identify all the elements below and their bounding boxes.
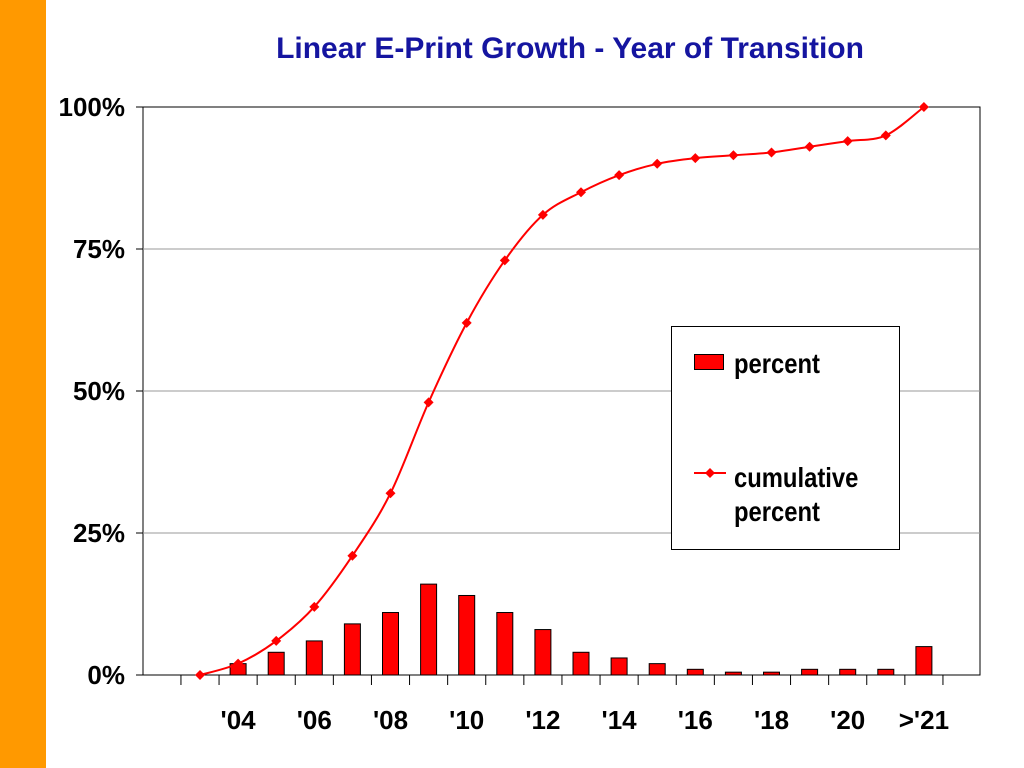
bar-percent [420,583,438,676]
y-tick-label: 75% [73,234,125,264]
point-cumulative-percent [576,187,586,198]
x-tick-label: '08 [373,705,408,735]
x-tick-label: '06 [297,705,332,735]
point-cumulative-percent [233,658,244,669]
legend-item-percent: percent [694,347,835,381]
bar-percent [305,640,323,676]
bar-percent [801,668,819,676]
legend-label-percent: percent [734,348,820,379]
point-cumulative-percent [537,209,548,220]
point-cumulative-percent [423,397,434,408]
bar-percent [686,668,704,676]
bar-percent [267,651,285,676]
point-cumulative-percent [499,255,510,266]
bar-percent [572,651,590,676]
point-cumulative-percent [271,635,282,646]
point-cumulative-percent [614,170,625,181]
point-cumulative-percent [652,158,663,169]
y-tick-label: 50% [73,376,125,406]
x-tick-label: '12 [525,705,560,735]
y-tick-label: 0% [87,660,125,690]
legend-item-cumulative: cumulative percent [694,461,904,529]
point-cumulative-percent [842,136,853,147]
bar-percent [648,663,666,676]
bar-percent [458,594,476,676]
point-cumulative-percent [461,317,472,328]
point-cumulative-percent [766,147,777,158]
y-tick-label: 100% [59,92,126,122]
line-cumulative-percent [199,106,925,676]
chart-legend: percent cumulative percent [671,326,900,550]
point-cumulative-percent [309,601,320,612]
y-tick-label: 25% [73,518,125,548]
point-cumulative-percent [690,153,701,164]
x-tick-label: '04 [221,705,257,735]
bar-percent [343,623,361,676]
bar-percent [915,646,933,676]
bar-percent [877,668,895,676]
orange-side-bar [0,0,46,768]
x-tick-label: '14 [602,705,638,735]
point-cumulative-percent [804,141,815,152]
chart-title: Linear E-Print Growth - Year of Transiti… [276,32,864,65]
legend-label-cumulative: cumulative percent [734,462,859,527]
x-tick-label: '20 [830,705,865,735]
bar-percent [382,612,399,676]
point-cumulative-percent [195,670,205,680]
point-cumulative-percent [385,488,396,499]
bar-percent [839,668,857,676]
legend-line-swatch [694,468,726,478]
x-tick-label: '16 [678,705,713,735]
bar-percent [534,629,552,676]
x-tick-label: >'21 [899,705,949,735]
bar-percent [763,671,780,676]
legend-bar-swatch [694,354,724,370]
bar-percent [496,612,514,676]
point-cumulative-percent [880,130,891,141]
bar-percent [610,657,628,676]
x-tick-label: '18 [754,705,789,735]
point-cumulative-percent [918,102,929,112]
x-tick-label: '10 [449,705,484,735]
point-cumulative-percent [728,150,739,161]
bar-percent [724,671,742,676]
point-cumulative-percent [347,550,358,561]
